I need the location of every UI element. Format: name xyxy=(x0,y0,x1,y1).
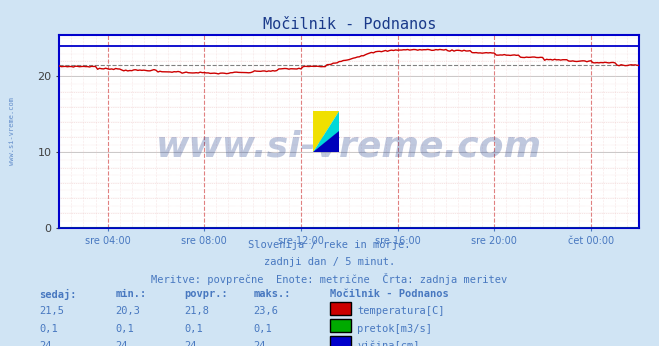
Polygon shape xyxy=(313,131,339,152)
Title: Močilnik - Podnanos: Močilnik - Podnanos xyxy=(262,17,436,32)
Text: pretok[m3/s]: pretok[m3/s] xyxy=(357,324,432,334)
Text: 0,1: 0,1 xyxy=(185,324,203,334)
Text: sedaj:: sedaj: xyxy=(40,289,77,300)
Text: 24: 24 xyxy=(185,341,197,346)
Text: višina[cm]: višina[cm] xyxy=(357,341,420,346)
Text: Močilnik - Podnanos: Močilnik - Podnanos xyxy=(330,289,448,299)
Text: povpr.:: povpr.: xyxy=(185,289,228,299)
Text: www.si-vreme.com: www.si-vreme.com xyxy=(156,130,542,164)
Text: 23,6: 23,6 xyxy=(254,306,279,316)
Polygon shape xyxy=(313,111,339,152)
Text: Meritve: povprečne  Enote: metrične  Črta: zadnja meritev: Meritve: povprečne Enote: metrične Črta:… xyxy=(152,273,507,285)
Text: maks.:: maks.: xyxy=(254,289,291,299)
Text: zadnji dan / 5 minut.: zadnji dan / 5 minut. xyxy=(264,257,395,267)
Text: 0,1: 0,1 xyxy=(115,324,134,334)
Polygon shape xyxy=(313,111,339,152)
Text: 24: 24 xyxy=(40,341,52,346)
Text: temperatura[C]: temperatura[C] xyxy=(357,306,445,316)
Text: www.si-vreme.com: www.si-vreme.com xyxy=(9,98,14,165)
Text: 24: 24 xyxy=(254,341,266,346)
Text: 20,3: 20,3 xyxy=(115,306,140,316)
Text: 0,1: 0,1 xyxy=(254,324,272,334)
Text: 24: 24 xyxy=(115,341,128,346)
Text: Slovenija / reke in morje.: Slovenija / reke in morje. xyxy=(248,240,411,251)
Text: 0,1: 0,1 xyxy=(40,324,58,334)
Text: 21,5: 21,5 xyxy=(40,306,65,316)
Text: min.:: min.: xyxy=(115,289,146,299)
Text: 21,8: 21,8 xyxy=(185,306,210,316)
